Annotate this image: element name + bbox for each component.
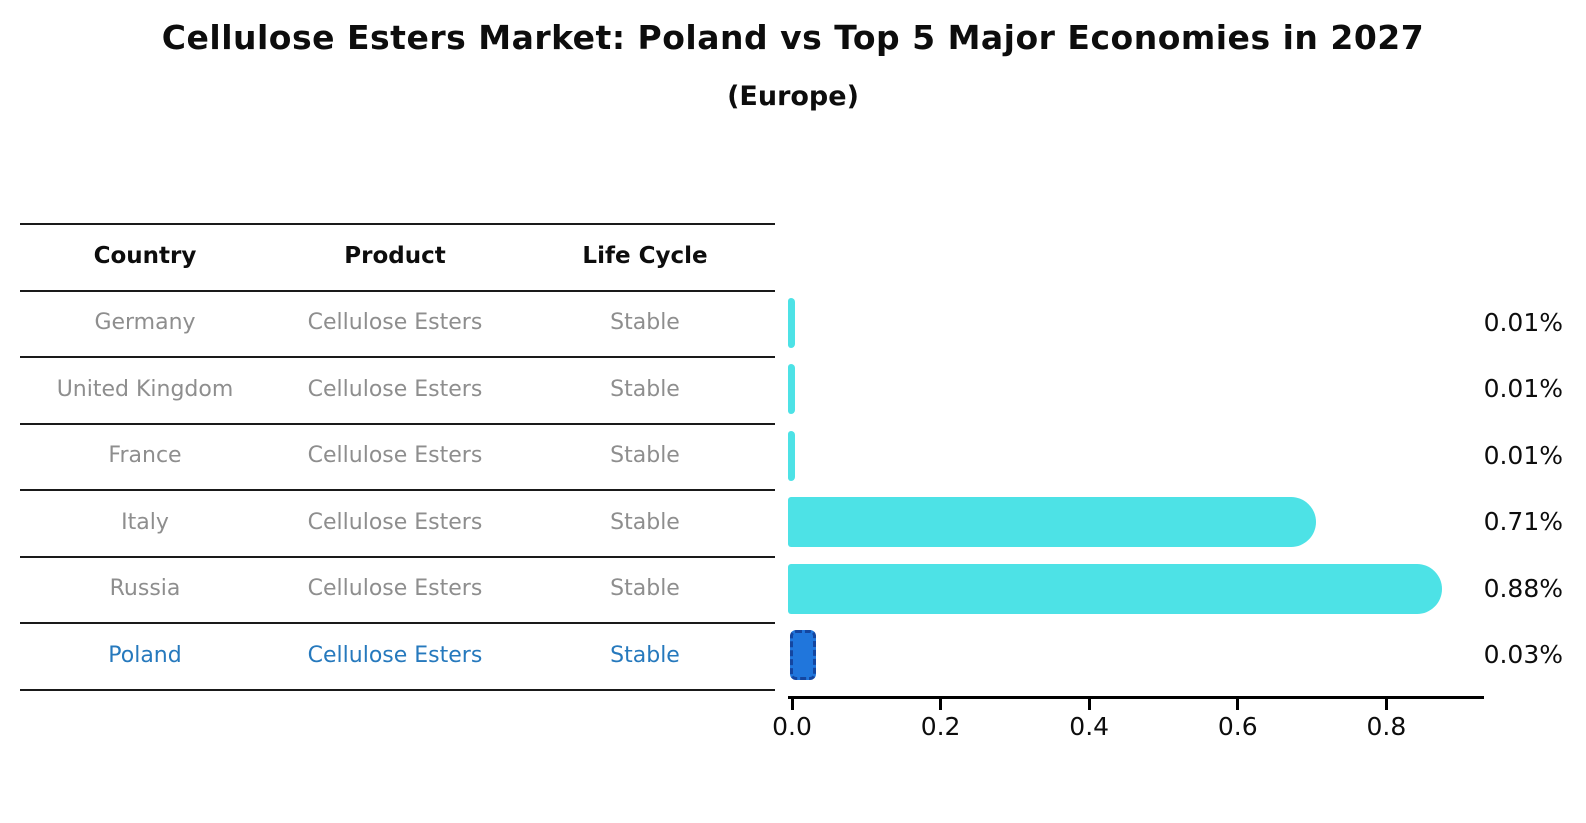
table-cell: Stable: [610, 509, 680, 535]
bar-poland-highlighted: [790, 630, 817, 681]
bar-germany: [788, 297, 796, 348]
table-rule: [20, 422, 775, 425]
chart-subtitle: (Europe): [727, 81, 859, 112]
table-cell: Germany: [94, 310, 196, 336]
table-header-life-cycle: Life Cycle: [582, 243, 708, 270]
bar-united-kingdom: [788, 364, 796, 415]
table-rule: [20, 489, 775, 491]
x-tick: [1087, 699, 1091, 710]
table-rule: [20, 289, 775, 292]
table-rule: [20, 622, 775, 624]
table-cell: Italy: [121, 509, 169, 535]
table-rule: [20, 688, 775, 691]
value-label: 0.88%: [1483, 573, 1563, 603]
table-cell: Cellulose Esters: [307, 310, 483, 336]
x-tick: [1236, 699, 1240, 710]
table-cell: Stable: [610, 443, 680, 469]
table-cell: Poland: [108, 642, 182, 668]
table-cell: United Kingdom: [56, 376, 234, 402]
x-tick-label: 0.0: [772, 712, 812, 741]
x-tick: [790, 699, 794, 710]
x-tick-label: 0.8: [1366, 712, 1407, 741]
x-tick-label: 0.6: [1217, 712, 1258, 741]
value-label: 0.03%: [1483, 640, 1563, 670]
table-cell: Cellulose Esters: [307, 509, 483, 535]
x-tick: [1384, 699, 1388, 710]
table-rule: [20, 356, 775, 358]
table-rule: [20, 555, 775, 558]
bar-russia: [788, 563, 1442, 614]
table-header-product: Product: [344, 243, 446, 270]
table-cell: Cellulose Esters: [307, 376, 483, 402]
table-cell: Cellulose Esters: [307, 642, 483, 668]
table-cell: Stable: [610, 642, 680, 668]
table-rule: [20, 223, 775, 225]
table-cell: Stable: [610, 376, 680, 402]
x-tick-label: 0.2: [920, 712, 961, 741]
value-label: 0.01%: [1483, 307, 1563, 337]
table-cell: Cellulose Esters: [307, 443, 483, 469]
x-tick: [939, 699, 943, 710]
value-label: 0.71%: [1483, 507, 1563, 537]
bar-france: [788, 430, 796, 481]
x-axis-line: [788, 696, 1484, 699]
table-cell: Cellulose Esters: [307, 576, 483, 602]
table-cell: Russia: [109, 576, 181, 602]
chart-title: Cellulose Esters Market: Poland vs Top 5…: [161, 18, 1425, 57]
bar-italy: [788, 497, 1316, 548]
value-label: 0.01%: [1483, 440, 1563, 470]
table-cell: Stable: [610, 576, 680, 602]
table-cell: Stable: [610, 310, 680, 336]
value-label: 0.01%: [1483, 374, 1563, 404]
table-cell: France: [108, 443, 182, 469]
table-header-country: Country: [93, 243, 197, 270]
x-tick-label: 0.4: [1069, 712, 1110, 741]
